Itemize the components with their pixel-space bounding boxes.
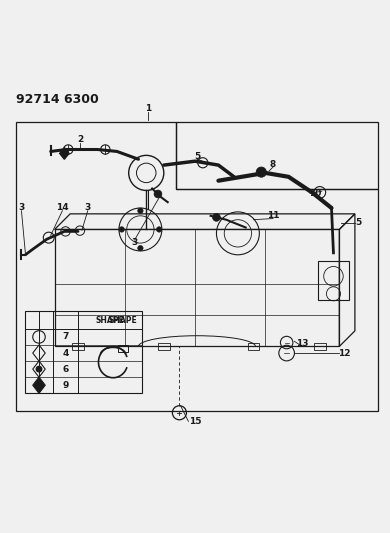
Text: 8: 8 [270,160,276,169]
Text: 14: 14 [56,204,69,213]
Polygon shape [60,148,69,159]
Text: 10: 10 [309,189,321,198]
Text: SHAPE: SHAPE [96,316,124,325]
Polygon shape [33,377,45,393]
Text: 3: 3 [85,204,91,213]
Circle shape [256,167,266,177]
Circle shape [36,366,42,372]
Text: 3: 3 [131,238,138,247]
Text: 92714 6300: 92714 6300 [16,93,98,106]
Text: 9: 9 [62,381,69,390]
Text: 1: 1 [145,104,151,113]
Text: 3: 3 [18,204,25,213]
Text: 6: 6 [62,365,69,374]
Text: 5: 5 [194,152,200,161]
Text: SHAPE: SHAPE [108,316,137,325]
Circle shape [154,190,162,198]
Text: 12: 12 [338,349,350,358]
Circle shape [213,213,220,221]
Text: 11: 11 [267,211,279,220]
Text: 7: 7 [62,333,69,342]
Text: 5: 5 [355,219,361,227]
Text: 13: 13 [296,339,308,348]
Circle shape [156,227,162,232]
Text: 4: 4 [62,349,69,358]
Circle shape [138,208,143,213]
Circle shape [138,245,143,251]
Circle shape [119,227,124,232]
Text: 15: 15 [189,417,201,426]
Text: 2: 2 [77,135,83,144]
